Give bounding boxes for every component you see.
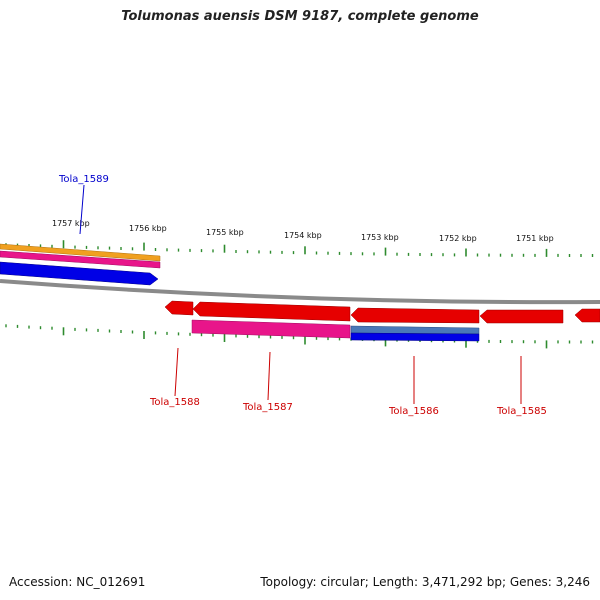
upper-gene-track [0, 243, 161, 286]
gene-tola-1587-red[interactable] [192, 301, 351, 322]
gene-orange[interactable] [0, 243, 161, 262]
label-leaders [79, 184, 522, 404]
genome-backbone [0, 279, 600, 305]
scale-labels: 1757 kbp 1756 kbp 1755 kbp 1754 kbp 1753… [52, 219, 554, 243]
scale-label: 1755 kbp [206, 228, 244, 237]
gene-pink[interactable] [0, 250, 161, 269]
leader-tola-1587 [267, 351, 271, 401]
gene-tola-1586-blue[interactable] [350, 332, 480, 342]
gene-label-tola-1588[interactable]: Tola_1588 [149, 397, 200, 408]
gene-tola-1587-pink[interactable] [191, 319, 351, 339]
gene-label-tola-1586[interactable]: Tola_1586 [388, 406, 439, 417]
gene-tola-1585-red[interactable] [479, 309, 564, 324]
leader-tola-1588 [174, 347, 179, 397]
scale-label: 1757 kbp [52, 219, 90, 228]
gene-tola-1586-steel[interactable] [350, 325, 480, 335]
gene-label-tola-1585[interactable]: Tola_1585 [496, 406, 547, 417]
scale-label: 1753 kbp [361, 233, 399, 242]
gene-label-tola-1589[interactable]: Tola_1589 [58, 174, 109, 185]
genome-summary-text: Topology: circular; Length: 3,471,292 bp… [260, 575, 590, 589]
gene-next-red[interactable] [574, 308, 600, 323]
gene-label-tola-1587[interactable]: Tola_1587 [242, 402, 293, 413]
scale-label: 1751 kbp [516, 234, 554, 243]
gene-tola-1588-shape[interactable] [164, 300, 194, 316]
scale-label: 1754 kbp [284, 231, 322, 240]
scale-label: 1756 kbp [129, 224, 167, 233]
lower-gene-track [164, 300, 600, 342]
map-title: Tolumonas auensis DSM 9187, complete gen… [121, 9, 479, 24]
gene-labels: Tola_1589 Tola_1588 Tola_1587 Tola_1586 … [58, 174, 547, 417]
gene-tola-1586-red[interactable] [350, 307, 480, 324]
upper-tick-row [5, 240, 594, 257]
gene-blue-arrow[interactable] [0, 261, 159, 286]
accession-text: Accession: NC_012691 [9, 575, 146, 589]
leader-tola-1589 [79, 184, 85, 235]
scale-label: 1752 kbp [439, 234, 477, 243]
